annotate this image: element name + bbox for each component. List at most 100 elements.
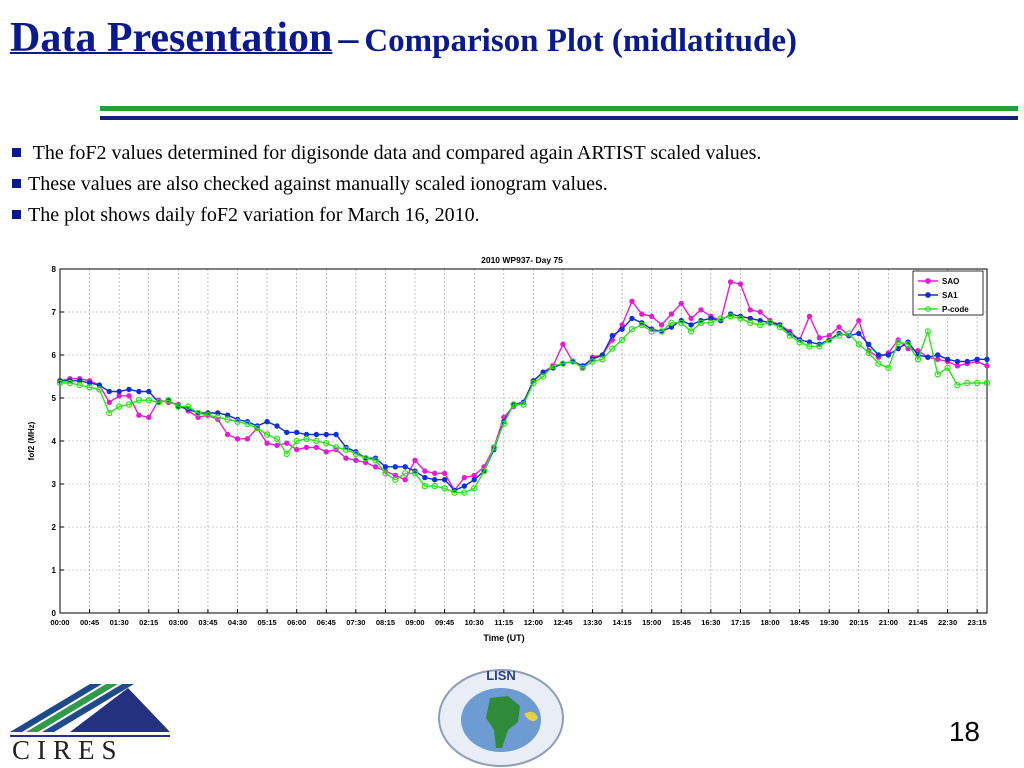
y-tick-label: 3	[52, 480, 57, 489]
data-point	[146, 414, 152, 420]
data-point	[96, 386, 103, 393]
data-point	[520, 401, 527, 408]
data-point	[638, 321, 646, 329]
data-point	[875, 360, 882, 367]
data-point	[471, 476, 477, 483]
data-point	[244, 436, 251, 442]
data-point	[589, 358, 596, 365]
data-point	[106, 399, 113, 405]
x-tick-label: 12:00	[524, 618, 543, 627]
data-point	[323, 439, 330, 447]
bullet-text: The foF2 values determined for digisonde…	[32, 142, 762, 164]
data-point	[984, 363, 990, 369]
data-point	[540, 373, 547, 380]
data-point	[549, 362, 557, 370]
data-point	[964, 358, 971, 365]
data-point	[835, 332, 843, 339]
data-point	[116, 393, 122, 399]
data-point	[254, 424, 261, 432]
data-point	[480, 467, 488, 475]
data-point	[865, 349, 872, 357]
data-point	[935, 356, 941, 363]
data-point	[411, 470, 419, 477]
data-point	[678, 319, 685, 327]
data-point	[76, 381, 83, 389]
data-point	[560, 341, 566, 348]
data-point	[352, 450, 360, 458]
data-point	[619, 322, 625, 328]
data-point	[392, 464, 398, 470]
data-point	[629, 298, 635, 305]
chart-series	[56, 279, 991, 496]
x-tick-label: 07:30	[346, 618, 365, 627]
data-point	[274, 442, 280, 448]
data-point	[86, 384, 93, 391]
x-tick-label: 15:45	[672, 618, 691, 627]
data-point	[343, 455, 349, 461]
data-point	[687, 328, 695, 335]
cires-logo-text: CIRES	[12, 735, 124, 762]
data-point	[796, 338, 803, 346]
data-point	[362, 454, 369, 462]
y-tick-label: 1	[52, 566, 57, 575]
data-point	[175, 403, 182, 410]
data-point	[313, 431, 320, 438]
data-point	[954, 363, 961, 369]
page-number: 18	[948, 716, 980, 747]
data-point	[106, 409, 113, 417]
x-tick-label: 18:00	[760, 618, 779, 627]
data-point	[214, 414, 221, 421]
x-tick-label: 13:30	[583, 618, 602, 627]
data-point	[461, 474, 467, 481]
data-point	[688, 322, 694, 328]
data-point	[658, 328, 665, 335]
data-point	[184, 403, 192, 410]
x-tick-label: 02:15	[139, 618, 158, 627]
x-tick-label: 15:00	[642, 618, 661, 627]
data-point	[885, 364, 892, 372]
data-point	[303, 435, 310, 442]
data-point	[421, 482, 429, 490]
data-point	[136, 412, 142, 418]
legend-swatch-marker	[925, 292, 931, 298]
x-tick-label: 01:30	[110, 618, 129, 627]
data-point	[471, 472, 477, 479]
x-tick-label: 00:00	[50, 618, 69, 627]
series-line	[59, 281, 988, 492]
data-point	[629, 315, 635, 322]
data-point	[273, 435, 281, 442]
data-point	[954, 381, 961, 389]
data-point	[698, 307, 704, 313]
data-point	[875, 352, 882, 358]
data-point	[66, 379, 74, 387]
data-point	[155, 399, 162, 406]
y-tick-label: 6	[52, 351, 57, 360]
data-point	[697, 319, 705, 327]
data-point	[422, 468, 428, 474]
data-point	[441, 485, 448, 492]
data-point	[757, 321, 764, 329]
x-axis-label: Time (UT)	[483, 633, 524, 643]
legend-swatch-marker	[925, 306, 931, 312]
legend-swatch-marker	[925, 278, 931, 284]
data-point	[628, 325, 636, 333]
data-point	[924, 328, 932, 335]
data-point	[451, 489, 458, 496]
bullet-list: The foF2 values determined for digisonde…	[12, 138, 761, 231]
data-point	[973, 379, 981, 387]
series-sao	[57, 279, 990, 494]
data-point	[264, 440, 270, 446]
x-tick-label: 03:45	[198, 618, 217, 627]
data-point	[569, 358, 577, 365]
y-tick-label: 8	[52, 265, 57, 274]
data-point	[234, 418, 241, 425]
data-point	[471, 485, 478, 492]
data-point	[983, 379, 991, 387]
cires-logo: CIRES	[10, 684, 170, 762]
data-point	[954, 358, 961, 365]
x-tick-label: 12:45	[553, 618, 572, 627]
data-point	[658, 322, 665, 328]
data-point	[432, 470, 438, 476]
data-point	[944, 364, 951, 372]
data-point	[204, 411, 212, 419]
